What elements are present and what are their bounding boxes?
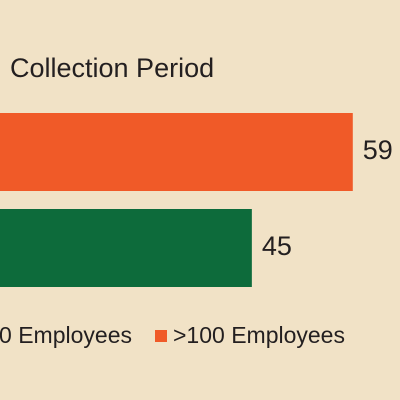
chart-title: Collection Period [10, 53, 214, 83]
legend-swatch [155, 330, 167, 342]
bar [0, 113, 353, 191]
legend-label: <100 Employees [0, 322, 132, 348]
value-label: 45 [262, 231, 292, 261]
bar [0, 209, 252, 287]
value-label: 59 [363, 135, 393, 165]
legend-label: >100 Employees [173, 322, 345, 348]
